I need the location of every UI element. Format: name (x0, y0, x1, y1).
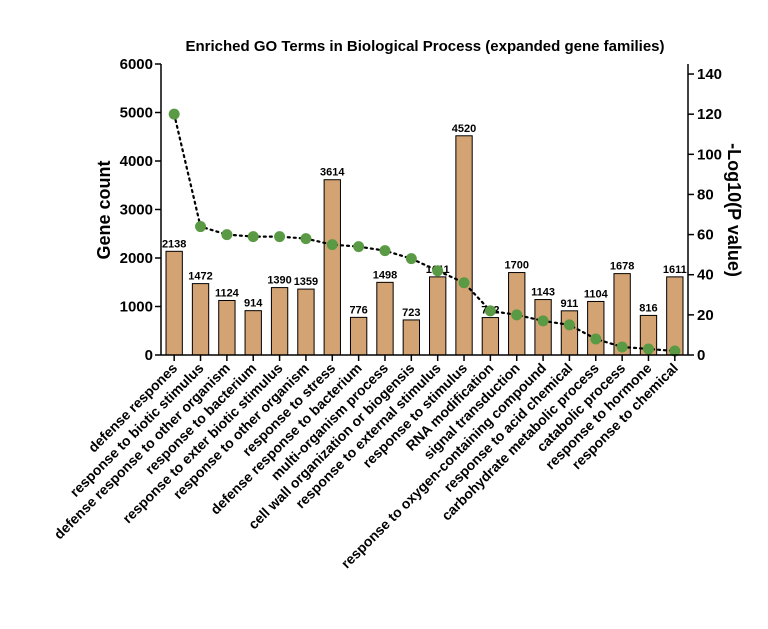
pvalue-point (642, 343, 654, 355)
y-tick-label: 5000 (120, 105, 153, 122)
pvalue-point (432, 265, 444, 277)
pvalue-point (168, 108, 180, 120)
y-tick-label: 2000 (120, 250, 153, 267)
y-tick-label: 1000 (120, 299, 153, 316)
bar-value-label: 1390 (267, 275, 291, 287)
bar-value-label: 914 (244, 298, 263, 310)
pvalue-point (590, 333, 602, 345)
bar (191, 283, 210, 356)
pvalue-point (563, 319, 575, 331)
pvalue-point (247, 231, 259, 243)
pvalue-point (405, 253, 417, 265)
pvalue-point (353, 241, 365, 253)
y-tick-label: 6000 (120, 56, 153, 73)
pvalue-point (458, 277, 470, 289)
bar-value-label: 1104 (584, 288, 609, 300)
y2-tick-label: 120 (697, 106, 722, 123)
bar (587, 300, 605, 356)
bar-value-label: 1359 (294, 276, 318, 288)
bar-value-label: 1498 (373, 269, 397, 281)
bar (349, 316, 368, 356)
y2-tick-label: 80 (697, 186, 714, 203)
y2-axis-title: -Log10(P value) (724, 143, 744, 277)
bar-value-label: 4520 (452, 123, 476, 135)
y2-tick-label: 0 (697, 347, 705, 364)
bar (481, 317, 500, 356)
pvalue-point (379, 245, 391, 257)
pvalue-point (274, 231, 286, 243)
y2-tick-label: 100 (697, 146, 722, 163)
pvalue-point (511, 309, 523, 321)
bar-value-label: 1611 (663, 264, 687, 276)
bar-value-label: 1124 (215, 287, 240, 299)
bar (323, 179, 341, 356)
y-tick-label: 0 (145, 347, 153, 364)
pvalue-point (669, 345, 681, 357)
bar (666, 276, 684, 356)
pvalue-point (616, 341, 628, 353)
bar (165, 250, 183, 356)
pvalue-point (326, 239, 338, 251)
bar (270, 287, 289, 356)
pvalue-point (537, 315, 549, 327)
y2-tick-label: 20 (697, 307, 714, 324)
bar-value-label: 816 (639, 302, 657, 314)
bar-value-label: 1678 (610, 261, 634, 273)
bar (429, 276, 447, 356)
y-tick-label: 4000 (120, 153, 153, 170)
bar-value-label: 1700 (504, 260, 528, 272)
bar-value-label: 2138 (162, 238, 186, 250)
bar (218, 299, 236, 356)
bar-value-label: 723 (402, 307, 420, 319)
pvalue-point (221, 229, 233, 241)
y-axis-title: Gene count (94, 160, 114, 259)
y-tick-label: 3000 (120, 202, 153, 219)
chart-title: Enriched GO Terms in Biological Process … (185, 38, 664, 55)
bar-value-label: 1143 (531, 287, 555, 299)
bar (297, 288, 315, 356)
bar (560, 310, 579, 356)
bar (534, 299, 552, 356)
bar-value-label: 776 (349, 304, 367, 316)
bar-value-label: 3614 (320, 167, 345, 179)
bar (455, 135, 473, 356)
bar (244, 310, 262, 356)
pvalue-point (484, 305, 496, 317)
bar-value-label: 911 (561, 298, 579, 310)
bar-value-label: 1472 (188, 271, 212, 283)
bar (376, 281, 394, 356)
bar (402, 319, 421, 356)
y2-tick-label: 140 (697, 66, 722, 83)
pvalue-point (195, 221, 207, 233)
pvalue-point (300, 233, 312, 245)
y2-tick-label: 40 (697, 267, 714, 284)
y2-tick-label: 60 (697, 227, 714, 244)
